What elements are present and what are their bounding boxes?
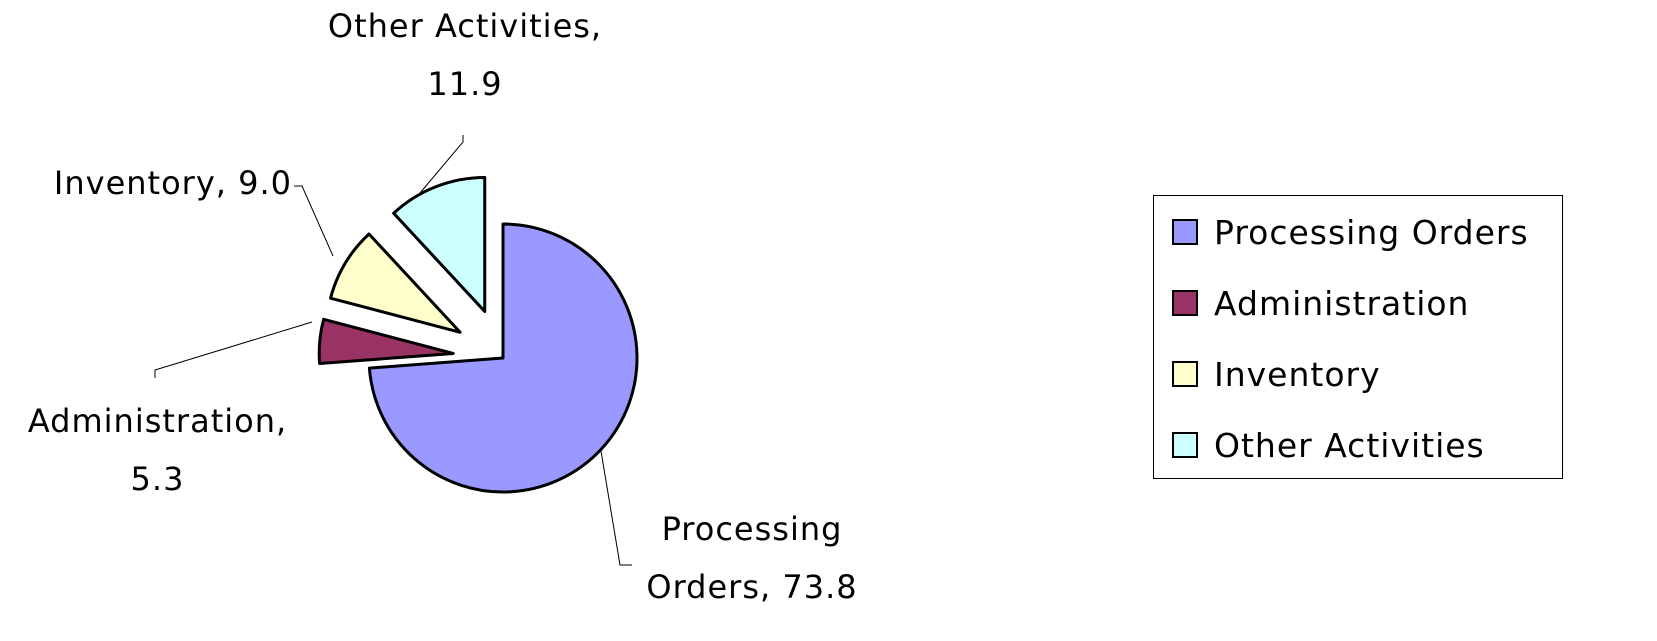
legend: Processing Orders Administration Inventory…	[1153, 195, 1563, 479]
pie-slice	[329, 232, 462, 334]
legend-swatch	[1172, 219, 1198, 245]
legend-swatch	[1172, 290, 1198, 316]
data-label: Processing Orders, 73.8	[646, 510, 858, 606]
legend-swatch	[1172, 432, 1198, 458]
legend-item: Inventory	[1172, 354, 1381, 394]
legend-label: Inventory	[1214, 354, 1381, 394]
legend-swatch	[1172, 361, 1198, 387]
legend-label: Administration	[1214, 283, 1470, 323]
pie-slice	[392, 175, 487, 313]
data-label: Administration, 5.3	[27, 402, 288, 498]
pie-slice	[317, 317, 455, 366]
pie-slice	[367, 222, 639, 494]
leader-line	[154, 321, 313, 378]
legend-item: Other Activities	[1172, 425, 1485, 465]
leader-line	[599, 444, 632, 566]
leader-line	[294, 185, 334, 257]
data-label: Other Activities, 11.9	[327, 7, 603, 103]
leader-line	[419, 135, 464, 194]
legend-item: Processing Orders	[1172, 212, 1529, 252]
data-label: Inventory, 9.0	[53, 164, 292, 202]
legend-item: Administration	[1172, 283, 1469, 323]
legend-label: Other Activities	[1214, 425, 1485, 465]
legend-label: Processing Orders	[1214, 212, 1529, 252]
